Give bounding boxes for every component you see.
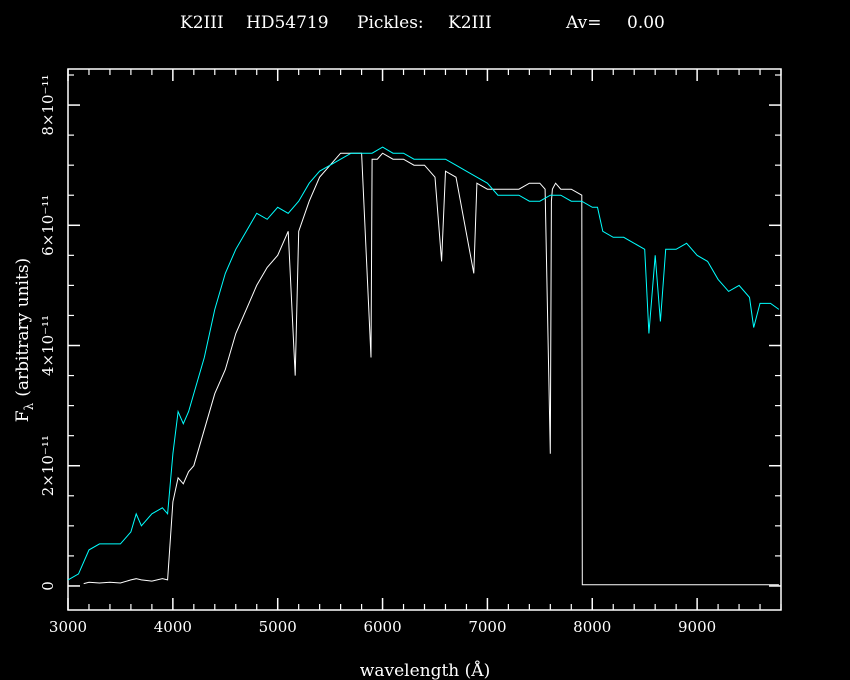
title-spectral-type: K2III — [180, 13, 224, 33]
title-star-id: HD54719 — [246, 13, 329, 33]
y-tick-label: 2×10⁻¹¹ — [39, 435, 57, 496]
series-line-template — [67, 146, 780, 581]
x-tick-label: 6000 — [363, 618, 401, 636]
y-axis-label: Fλ (arbitrary units) — [13, 258, 36, 422]
series-line-observed — [83, 152, 779, 586]
y-axis-label-subscript: λ — [22, 402, 36, 410]
title-av-label: Av= — [565, 13, 601, 33]
x-tick-label: 7000 — [468, 618, 506, 636]
x-tick-label: 8000 — [573, 618, 611, 636]
tick-layer: 3000 4000 5000 6000 7000 8000 9000 0 2×10⁻¹¹ 4×10… — [39, 69, 782, 636]
plot-frame — [67, 68, 782, 611]
x-tick-label: 3000 — [49, 618, 87, 636]
x-tick-label: 4000 — [154, 618, 192, 636]
title-pickles-type: K2III — [448, 13, 492, 33]
y-axis-label-rest: (arbitrary units) — [13, 258, 33, 397]
y-tick-label: 4×10⁻¹¹ — [39, 315, 57, 376]
y-axis-label-main: F — [13, 410, 33, 422]
title-pickles-label: Pickles: — [357, 13, 424, 33]
y-tick-label: 6×10⁻¹¹ — [39, 195, 57, 256]
y-tick-label: 8×10⁻¹¹ — [39, 75, 57, 136]
x-tick-label: 5000 — [259, 618, 297, 636]
title-av-value: 0.00 — [627, 13, 665, 33]
x-tick-label: 9000 — [678, 618, 716, 636]
x-axis-label: wavelength (Å) — [360, 660, 490, 680]
y-tick-label: 0 — [39, 581, 57, 591]
y-axis-label-text: Fλ (arbitrary units) — [13, 258, 36, 422]
series-layer — [67, 146, 780, 586]
